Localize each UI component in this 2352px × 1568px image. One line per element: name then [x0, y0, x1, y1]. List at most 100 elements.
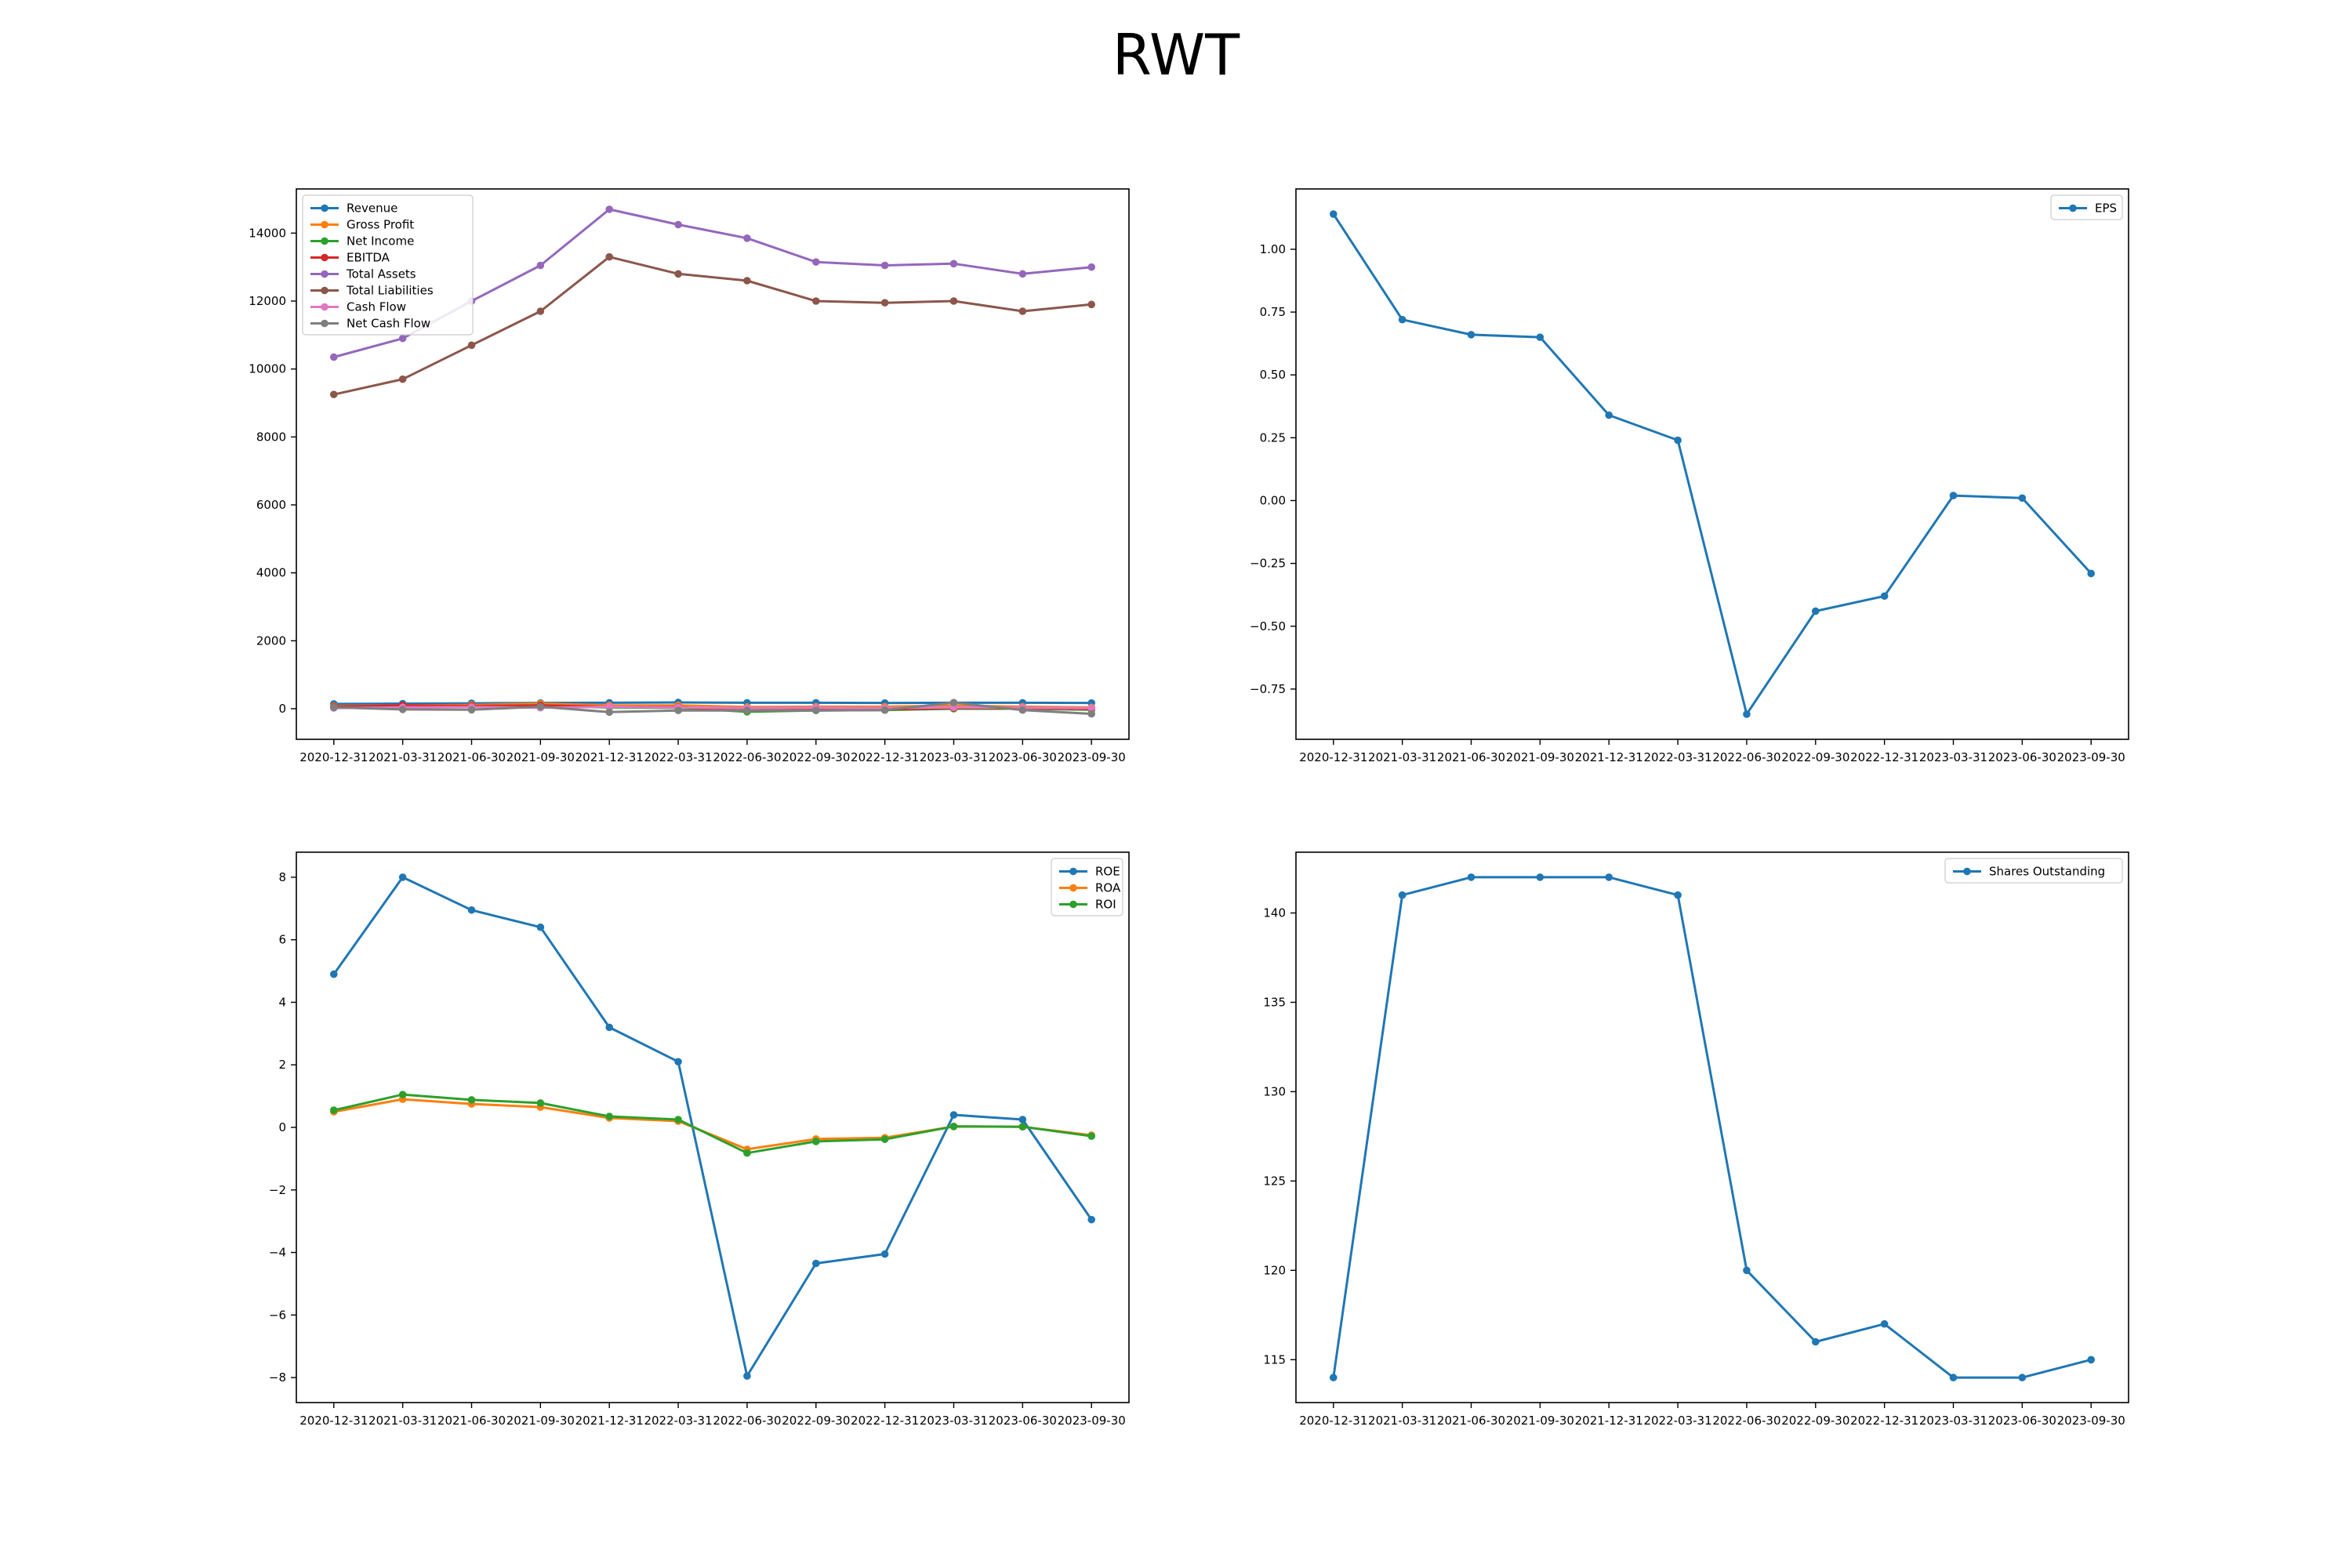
y-tick-label: 12000: [249, 294, 286, 308]
data-point-eps: [1605, 411, 1613, 419]
series-line-roi: [333, 1093, 1092, 1155]
y-tick-label: 135: [1263, 995, 1286, 1009]
axes-frame: [296, 188, 1130, 740]
legend-marker: [2069, 204, 2077, 212]
data-point-shares-outstanding: [1811, 1338, 1820, 1346]
data-point-roe: [605, 1023, 614, 1032]
data-point-total-liabilities: [949, 297, 958, 305]
y-tick-label: 10000: [249, 362, 286, 376]
legend-label: Total Assets: [346, 267, 416, 281]
data-point-roi: [949, 1123, 958, 1131]
data-point-total-liabilities: [674, 270, 682, 278]
data-point-net-cash-flow: [605, 708, 614, 717]
y-tick-label: 8: [278, 870, 286, 884]
y-tick-label: −0.75: [1250, 682, 1286, 696]
data-point-shares-outstanding: [1605, 873, 1613, 881]
axes-frame: [1295, 188, 2129, 740]
y-tick-label: −4: [269, 1246, 286, 1260]
x-tick-label: 2021-03-31: [1368, 750, 1436, 764]
data-point-eps: [2018, 494, 2027, 503]
x-tick-label: 2021-09-30: [1506, 750, 1574, 764]
y-tick-label: 2000: [256, 633, 286, 648]
data-point-eps: [1949, 492, 1958, 499]
x-tick-label: 2022-03-31: [1643, 750, 1711, 764]
data-point-eps: [1536, 333, 1544, 341]
series-line-roa: [333, 1098, 1092, 1151]
x-tick-label: 2022-09-30: [782, 750, 850, 764]
y-tick-label: 0: [278, 702, 286, 716]
data-point-roi: [605, 1112, 614, 1120]
data-point-roe: [743, 1372, 751, 1380]
data-point-total-assets: [1087, 263, 1096, 271]
data-point-roi: [1087, 1132, 1096, 1140]
data-point-roe: [949, 1111, 958, 1119]
data-point-roi: [880, 1135, 889, 1143]
y-tick-label: 6: [278, 933, 286, 947]
data-point-eps: [2087, 569, 2096, 578]
series-line-cash-flow: [333, 705, 1092, 710]
data-point-roe: [674, 1058, 682, 1066]
legend: [302, 194, 474, 336]
y-tick-label: −0.25: [1250, 557, 1286, 571]
data-point-roe: [1018, 1116, 1027, 1123]
x-tick-label: 2022-06-30: [713, 750, 781, 764]
legend-marker: [321, 319, 328, 328]
data-point-roe: [398, 873, 407, 881]
data-point-total-liabilities: [398, 375, 407, 383]
legend-marker: [1069, 884, 1077, 892]
data-point-roe: [880, 1250, 889, 1258]
data-point-eps: [1398, 315, 1406, 324]
data-point-net-cash-flow: [811, 706, 820, 714]
figure-title: RWT: [1112, 22, 1240, 88]
x-tick-label: 2023-03-31: [1919, 750, 1987, 764]
y-tick-label: −0.50: [1250, 619, 1286, 633]
x-tick-label: 2023-09-30: [2057, 750, 2125, 764]
data-point-roi: [743, 1149, 751, 1157]
legend-marker: [321, 220, 328, 229]
y-tick-label: 120: [1263, 1263, 1286, 1277]
y-tick-label: 0: [278, 1120, 286, 1134]
y-tick-label: −8: [269, 1370, 286, 1385]
x-tick-label: 2022-03-31: [1643, 1414, 1711, 1428]
legend-marker: [321, 253, 328, 262]
data-point-total-liabilities: [743, 277, 751, 285]
data-point-shares-outstanding: [1329, 1374, 1338, 1381]
data-point-total-assets: [398, 334, 407, 343]
y-tick-label: 4000: [256, 566, 286, 580]
data-point-shares-outstanding: [1467, 873, 1475, 881]
data-point-eps: [1880, 592, 1889, 601]
data-point-total-assets: [811, 258, 820, 266]
x-tick-label: 2020-12-31: [299, 1414, 368, 1428]
legend-marker: [1963, 867, 1971, 876]
x-tick-label: 2022-03-31: [644, 1414, 712, 1428]
data-point-cash-flow: [605, 702, 614, 711]
data-point-shares-outstanding: [1398, 891, 1406, 899]
y-tick-label: 0.75: [1260, 305, 1286, 319]
data-point-roe: [811, 1259, 820, 1268]
y-tick-label: 14000: [249, 226, 286, 240]
data-point-net-cash-flow: [674, 706, 682, 714]
data-point-roi: [467, 1096, 476, 1104]
series-line-roe: [332, 876, 1093, 1377]
x-tick-label: 2022-12-31: [851, 1414, 919, 1428]
data-point-net-cash-flow: [949, 699, 958, 706]
data-point-shares-outstanding: [1743, 1266, 1751, 1275]
x-tick-label: 2022-09-30: [1781, 750, 1849, 764]
legend-label: Total Liabilities: [346, 284, 434, 298]
x-tick-label: 2021-03-31: [368, 1414, 437, 1428]
y-tick-label: 0.00: [1260, 493, 1286, 507]
x-tick-label: 2021-06-30: [437, 1414, 506, 1428]
x-tick-label: 2023-03-31: [1919, 1414, 1987, 1428]
y-tick-label: 4: [278, 995, 286, 1009]
y-tick-label: −6: [269, 1308, 286, 1322]
y-tick-label: 0.25: [1260, 430, 1286, 445]
x-tick-label: 2020-12-31: [1299, 1414, 1367, 1428]
legend-label: Gross Profit: [347, 218, 414, 232]
series-line-revenue: [333, 701, 1092, 706]
legend-label: Cash Flow: [347, 300, 406, 314]
legend-marker: [321, 286, 328, 295]
data-point-roi: [329, 1106, 338, 1114]
data-point-shares-outstanding: [1880, 1319, 1889, 1328]
x-tick-label: 2020-12-31: [1299, 750, 1367, 764]
